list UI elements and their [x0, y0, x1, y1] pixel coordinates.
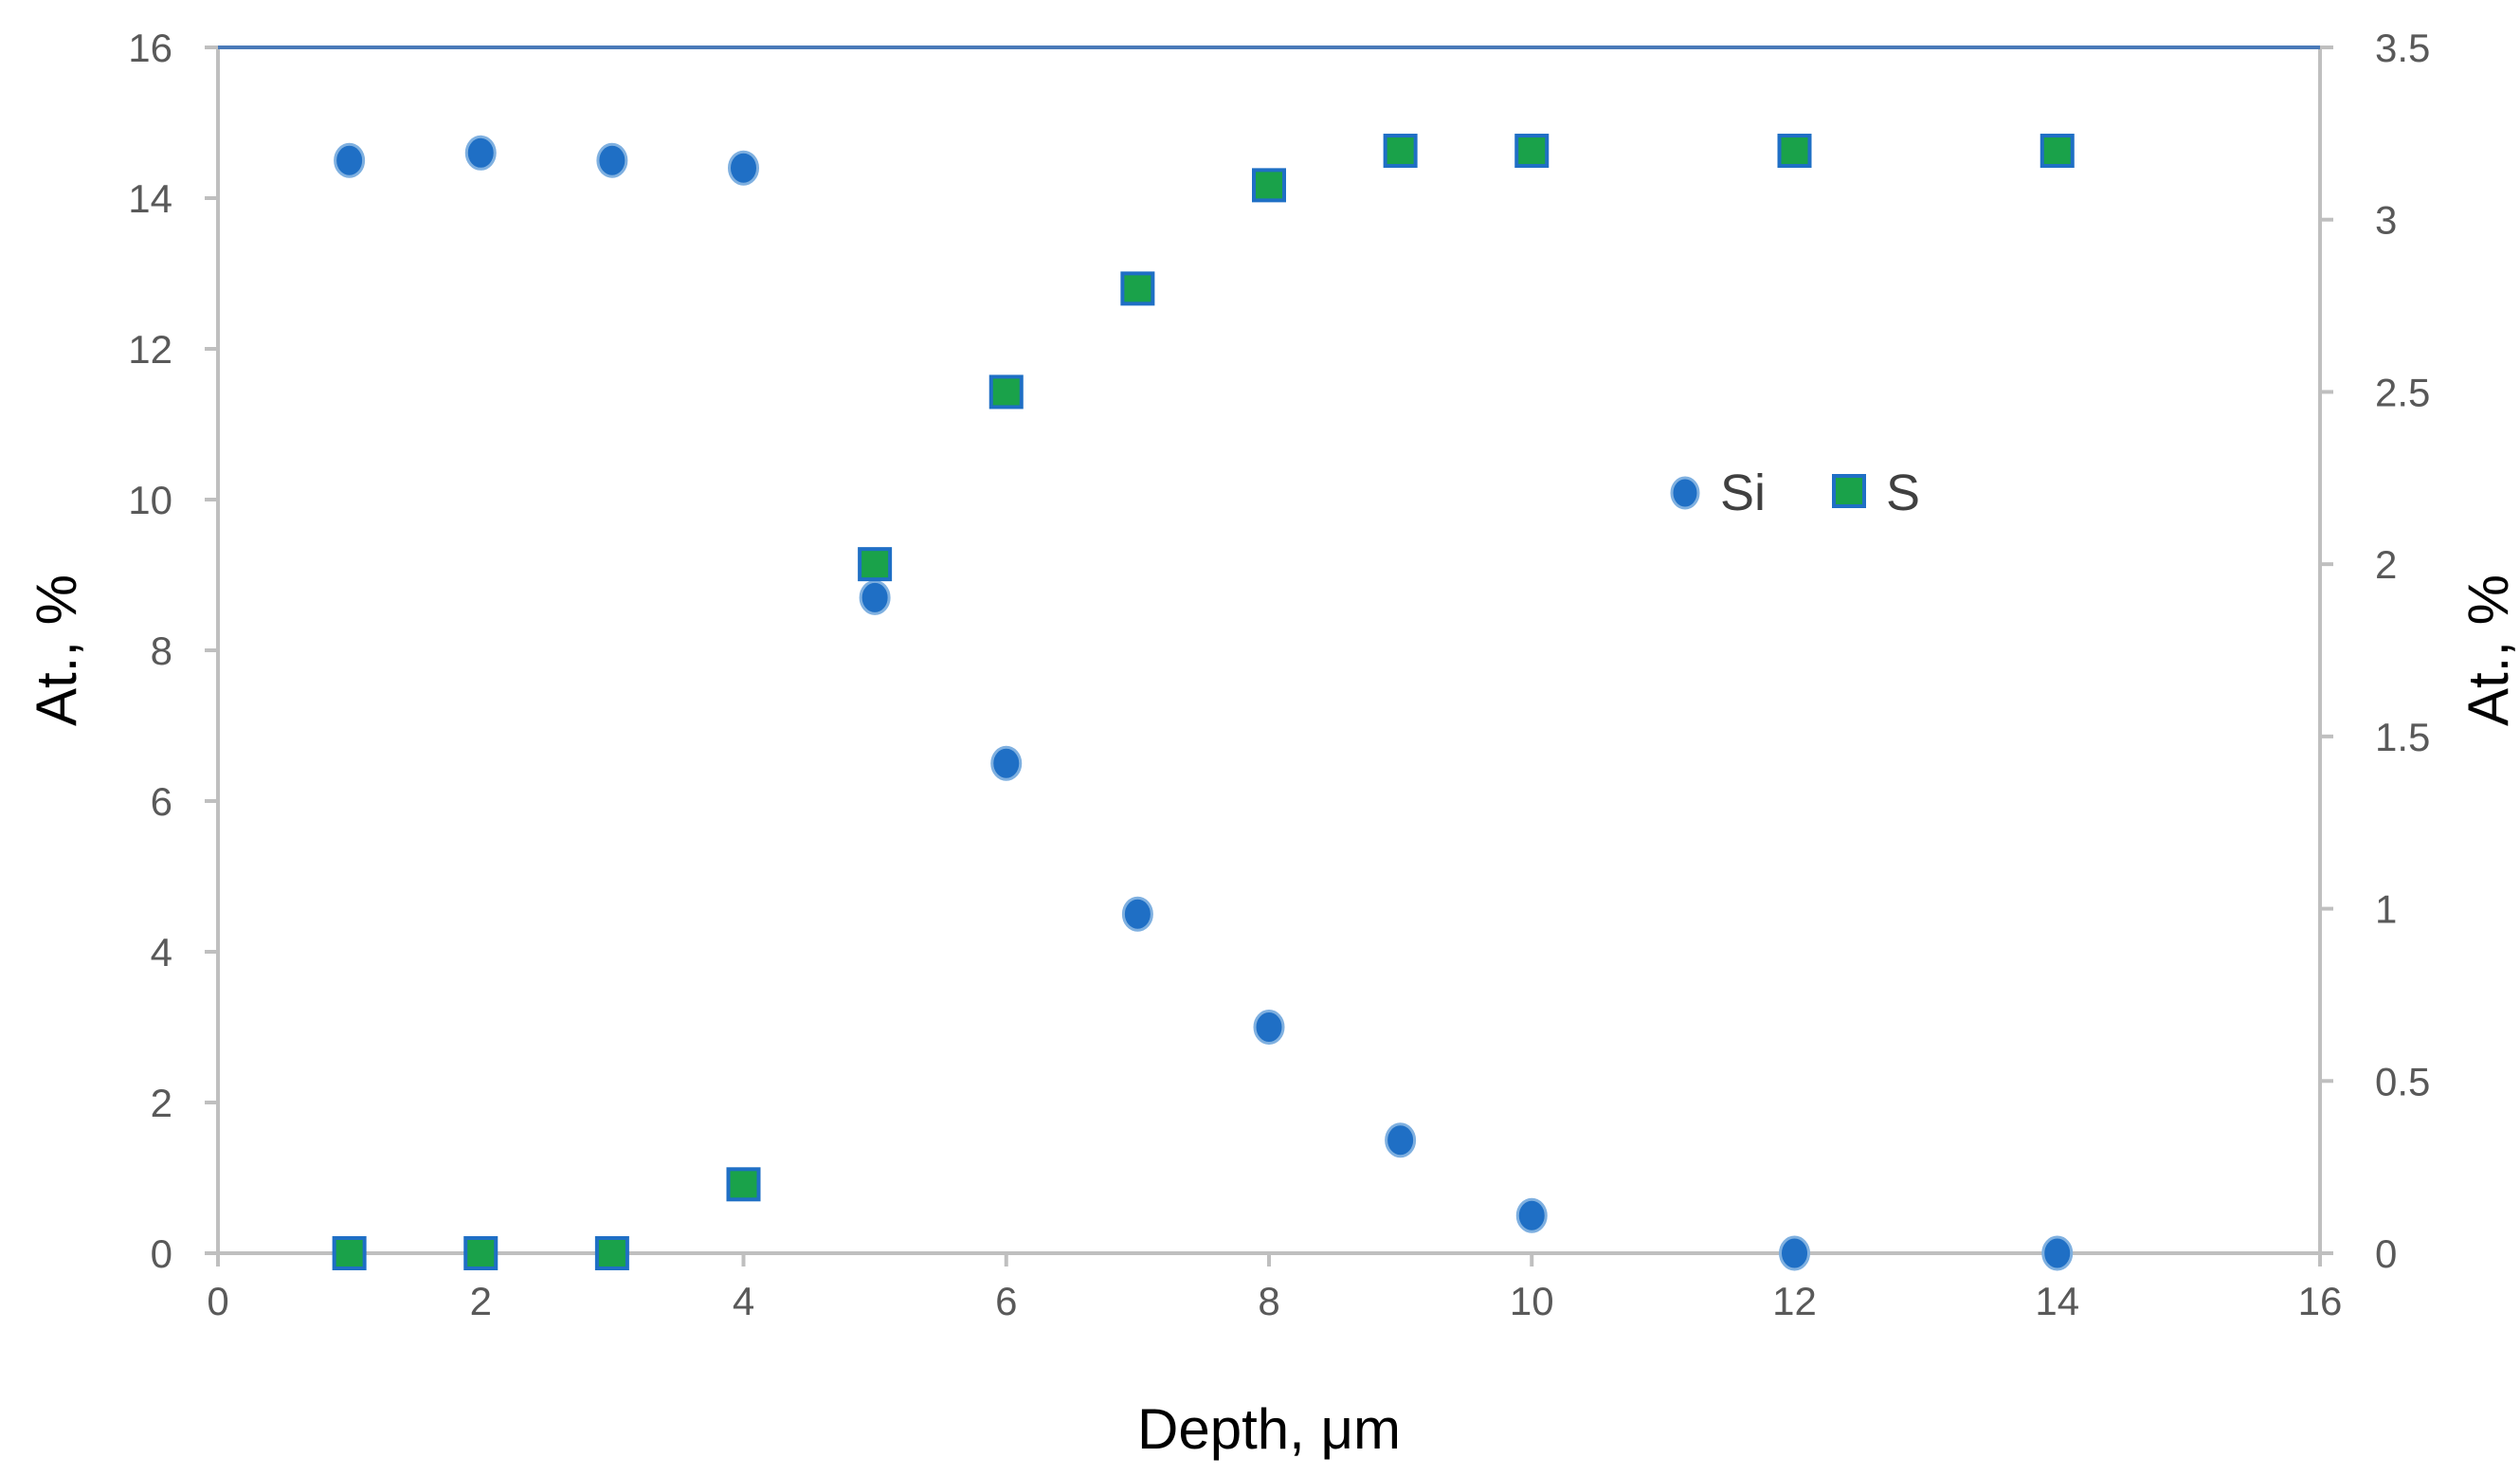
x-tick-label: 14 [2035, 1279, 2079, 1323]
x-tick-label: 12 [1772, 1279, 1817, 1323]
s-point [858, 547, 893, 582]
legend-item-s: S [1832, 465, 1920, 521]
y2-axis-title: At., % [2457, 574, 2520, 726]
legend-marker-si [1670, 476, 1700, 510]
y-tick-label: 4 [151, 930, 172, 975]
y2-tick-label: 0.5 [2375, 1059, 2430, 1103]
y2-tick-label: 1.5 [2375, 715, 2430, 759]
series-s [332, 134, 2075, 1270]
y-tick-label: 16 [128, 26, 172, 70]
y-tick-label: 6 [151, 779, 172, 824]
x-tick-label: 2 [470, 1279, 492, 1323]
y-axis-title: At., % [25, 574, 88, 726]
y-tick-label: 12 [128, 327, 172, 372]
s-point [594, 1236, 629, 1270]
y-tick-label: 10 [128, 478, 172, 522]
x-tick-label: 8 [1258, 1279, 1279, 1323]
y2-tick-label: 3.5 [2375, 26, 2430, 70]
si-point [859, 579, 891, 615]
si-point [1253, 1010, 1285, 1045]
y2-tick-label: 1 [2375, 887, 2397, 932]
y-tick-label: 0 [151, 1231, 172, 1276]
legend-label-s: S [1886, 465, 1920, 521]
s-point [332, 1236, 367, 1270]
si-point [1121, 896, 1153, 932]
y-tick-label: 14 [128, 176, 172, 221]
plot-frame [216, 46, 2322, 1255]
legend: Si S [1670, 465, 1920, 521]
si-point [1515, 1197, 1548, 1233]
si-point [2041, 1235, 2074, 1271]
left-y-tick-marks: 0 2 4 6 8 10 12 14 16 [128, 26, 218, 1276]
legend-marker-s [1832, 474, 1866, 508]
y2-tick-label: 0 [2375, 1231, 2397, 1276]
x-tick-label: 0 [207, 1279, 228, 1323]
si-point [1779, 1235, 1810, 1271]
legend-label-si: Si [1720, 465, 1766, 521]
series-si [334, 135, 2074, 1271]
si-point [728, 150, 759, 186]
si-point [464, 135, 497, 171]
si-point [334, 142, 366, 178]
s-point [988, 374, 1024, 410]
x-tick-label: 10 [1510, 1279, 1554, 1323]
x-tick-label: 4 [733, 1279, 754, 1323]
y2-tick-label: 3 [2375, 198, 2397, 243]
right-y-tick-marks: 0 0.5 1 1.5 2 2.5 3 3.5 [2320, 26, 2430, 1276]
si-point [1385, 1122, 1417, 1158]
s-point [1120, 271, 1155, 306]
y2-tick-label: 2.5 [2375, 370, 2430, 414]
s-point [1383, 134, 1418, 169]
x-tick-label: 16 [2298, 1279, 2343, 1323]
x-axis-title: Depth, μm [1137, 1397, 1401, 1461]
si-point [990, 745, 1023, 781]
y-tick-label: 8 [151, 629, 172, 673]
s-point [2040, 134, 2075, 169]
series-layer [332, 134, 2075, 1271]
s-point [1514, 134, 1550, 169]
s-point [1252, 168, 1286, 203]
si-point [596, 142, 628, 178]
y2-tick-label: 2 [2375, 542, 2397, 587]
legend-item-si: Si [1670, 465, 1766, 521]
y-tick-label: 2 [151, 1081, 172, 1125]
s-point [1777, 134, 1812, 169]
x-tick-label: 6 [995, 1279, 1017, 1323]
x-tick-marks: 0 2 4 6 8 10 12 14 16 [207, 1253, 2342, 1323]
s-point [463, 1236, 499, 1270]
s-point [726, 1167, 761, 1202]
